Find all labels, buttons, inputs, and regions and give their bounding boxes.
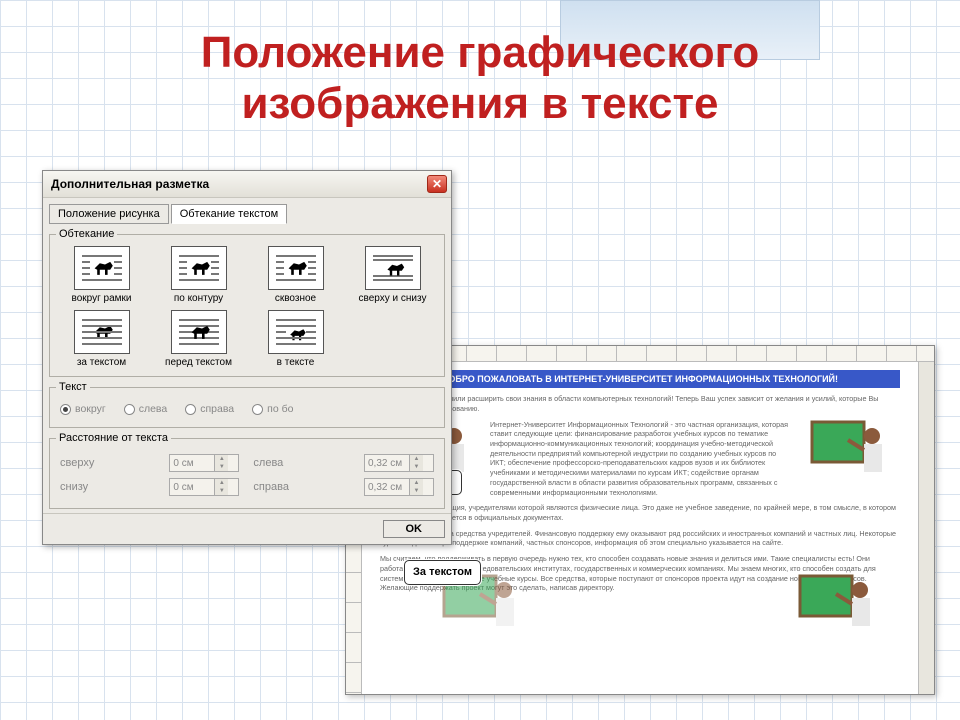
doc-para3: Это частная организация, учредителями ко… <box>380 503 900 522</box>
text-radio-слева: слева <box>124 403 168 415</box>
wrap-option-contour[interactable]: по контуру <box>153 246 244 304</box>
title-line1: Положение графического <box>201 28 760 77</box>
wrap-label-behind-text: за текстом <box>56 357 147 368</box>
wrap-label-in-front: перед текстом <box>153 357 244 368</box>
teacher-illustration-2 <box>810 418 900 490</box>
wrap-option-behind-text[interactable]: за текстом <box>56 310 147 368</box>
ok-button[interactable]: OK <box>383 520 446 538</box>
dist-top-label: сверху <box>60 457 155 469</box>
distance-legend: Расстояние от текста <box>56 432 171 444</box>
doc-banner: ДОБРО ПОЖАЛОВАТЬ В ИНТЕРНЕТ-УНИВЕРСИТЕТ … <box>380 370 900 388</box>
slide-title: Положение графического изображения в тек… <box>0 0 960 129</box>
doc-para1: Мы рады, что Вы решили расширить свои зн… <box>380 394 900 413</box>
wrap-option-around-frame[interactable]: вокруг рамки <box>56 246 147 304</box>
dist-right-input[interactable]: ▲▼ <box>364 478 434 496</box>
dist-bottom-label: снизу <box>60 481 155 493</box>
text-radio-справа: справа <box>185 403 234 415</box>
wrap-icon-inline <box>268 310 324 354</box>
dialog-titlebar[interactable]: Дополнительная разметка ✕ <box>43 171 451 198</box>
teacher-illustration-4 <box>798 572 888 644</box>
wrap-icon-behind-text <box>74 310 130 354</box>
wrap-icon-contour <box>171 246 227 290</box>
text-legend: Текст <box>56 381 90 393</box>
doc-para4: Проект существует на средства учредителе… <box>380 529 900 548</box>
wrap-icon-in-front <box>171 310 227 354</box>
text-fieldset: Текст вокруг слева справа по бо <box>49 381 445 428</box>
layout-dialog: Дополнительная разметка ✕ Положение рису… <box>42 170 452 545</box>
dialog-title: Дополнительная разметка <box>51 177 209 191</box>
wrap-label-top-bottom: сверху и снизу <box>347 293 438 304</box>
dist-left-label: слева <box>253 457 350 469</box>
title-line2: изображения в тексте <box>241 79 718 128</box>
radio-icon <box>124 404 135 415</box>
wrap-icon-through <box>268 246 324 290</box>
callout-behind-text: За текстом <box>404 560 481 585</box>
dist-left-input[interactable]: ▲▼ <box>364 454 434 472</box>
dist-top-input[interactable]: ▲▼ <box>169 454 239 472</box>
dist-right-label: справа <box>253 481 350 493</box>
text-radio-по бо: по бо <box>252 403 293 415</box>
wrap-label-through: сквозное <box>250 293 341 304</box>
dialog-footer: OK <box>43 513 451 544</box>
wrap-option-through[interactable]: сквозное <box>250 246 341 304</box>
close-icon[interactable]: ✕ <box>427 175 447 193</box>
radio-icon <box>252 404 263 415</box>
doc-scrollbar[interactable] <box>918 362 934 694</box>
wrap-icon-top-bottom <box>365 246 421 290</box>
wrap-option-inline[interactable]: в тексте <box>250 310 341 368</box>
tab-position[interactable]: Положение рисунка <box>49 204 169 224</box>
wrap-fieldset: Обтекание вокруг рамки по контуру сквозное… <box>49 228 445 377</box>
distance-fieldset: Расстояние от текста сверху ▲▼ слева ▲▼ … <box>49 432 445 509</box>
wrap-label-inline: в тексте <box>250 357 341 368</box>
text-radio-вокруг: вокруг <box>60 403 106 415</box>
dialog-tabs: Положение рисунка Обтекание текстом <box>43 198 451 224</box>
wrap-option-top-bottom[interactable]: сверху и снизу <box>347 246 438 304</box>
radio-icon <box>185 404 196 415</box>
wrap-label-around-frame: вокруг рамки <box>56 293 147 304</box>
wrap-legend: Обтекание <box>56 228 117 240</box>
dist-bottom-input[interactable]: ▲▼ <box>169 478 239 496</box>
radio-icon <box>60 404 71 415</box>
wrap-label-contour: по контуру <box>153 293 244 304</box>
wrap-option-in-front[interactable]: перед текстом <box>153 310 244 368</box>
tab-wrapping[interactable]: Обтекание текстом <box>171 204 288 224</box>
wrap-icon-around-frame <box>74 246 130 290</box>
